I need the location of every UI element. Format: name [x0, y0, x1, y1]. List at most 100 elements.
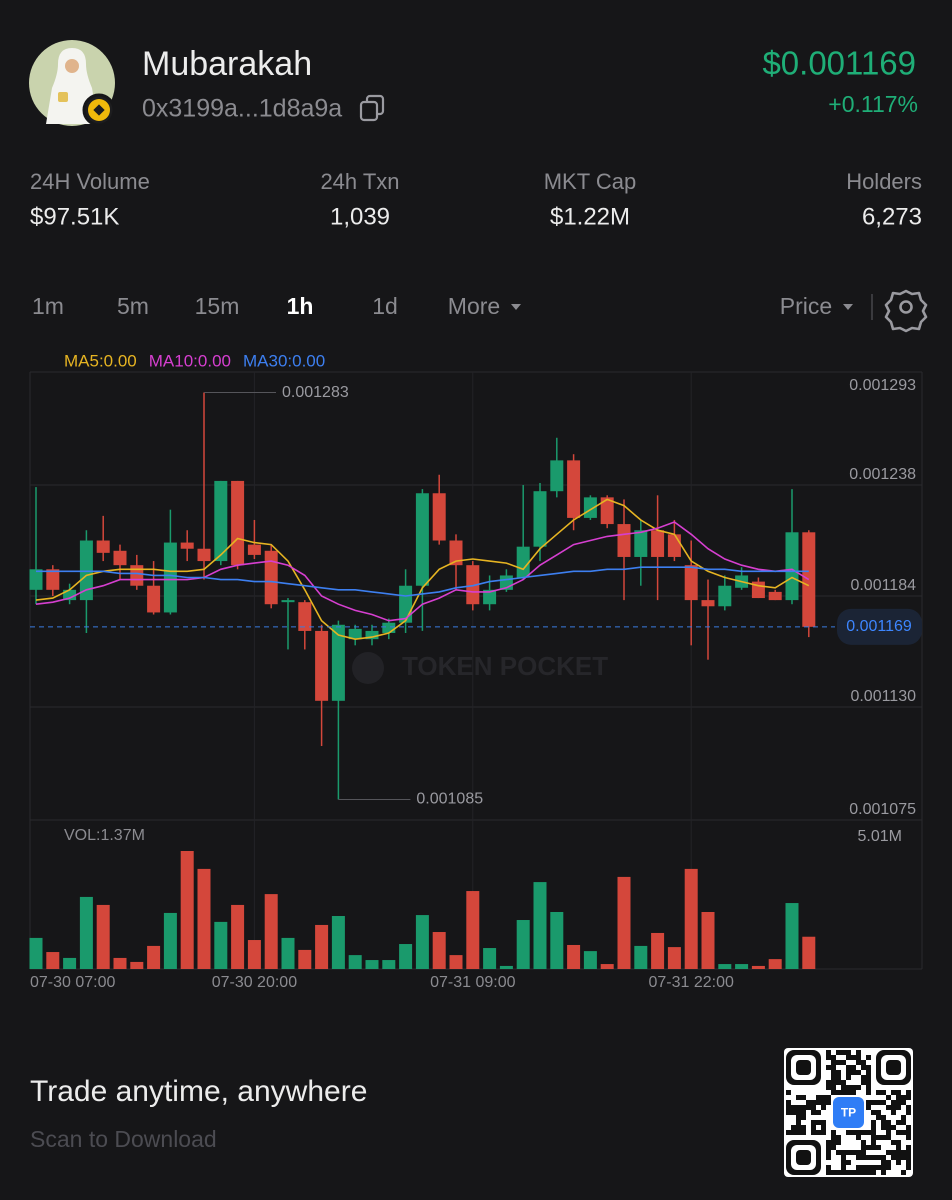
qr-module: [851, 1055, 856, 1060]
candle-body: [147, 585, 161, 613]
qr-module: [861, 1080, 866, 1085]
qr-module: [906, 1135, 911, 1140]
qr-module: [826, 1155, 831, 1160]
volume-bar: [701, 912, 715, 969]
interval-tab-active[interactable]: 1h: [287, 293, 314, 319]
qr-module: [841, 1090, 846, 1095]
qr-module: [836, 1070, 841, 1075]
qr-module: [846, 1160, 851, 1165]
candle-body: [365, 630, 379, 640]
qr-module: [851, 1130, 856, 1135]
qr-module: [871, 1130, 876, 1135]
qr-module: [886, 1130, 891, 1135]
interval-tab[interactable]: 15m: [195, 293, 240, 319]
copy-icon[interactable]: [359, 94, 385, 122]
volume-bar: [735, 964, 749, 969]
qr-badge: [833, 1097, 864, 1128]
qr-module: [896, 1120, 901, 1125]
qr-module: [881, 1115, 886, 1120]
qr-module: [816, 1110, 821, 1115]
qr-module: [861, 1060, 866, 1065]
qr-module: [906, 1130, 911, 1135]
qr-module: [856, 1085, 861, 1090]
qr-module: [826, 1145, 831, 1150]
qr-module: [891, 1090, 896, 1095]
candle-body: [163, 542, 177, 613]
qr-module: [826, 1085, 831, 1090]
candle-body: [600, 497, 614, 525]
qr-module: [816, 1130, 821, 1135]
interval-tab[interactable]: 5m: [117, 293, 149, 319]
volume-bar: [399, 944, 413, 969]
qr-module: [846, 1055, 851, 1060]
qr-module: [906, 1155, 911, 1160]
qr-module: [861, 1165, 866, 1170]
candle-body: [214, 480, 228, 562]
qr-module: [866, 1055, 871, 1060]
volume-tick-label: 5.01M: [858, 828, 902, 845]
interval-tab[interactable]: 1d: [372, 293, 398, 319]
qr-finder: [886, 1060, 901, 1075]
qr-module: [881, 1160, 886, 1165]
qr-module: [856, 1050, 861, 1055]
price-mode[interactable]: Price: [780, 293, 832, 319]
qr-module: [801, 1105, 806, 1110]
interval-tab[interactable]: 1m: [32, 293, 64, 319]
qr-module: [816, 1095, 821, 1100]
volume-bar: [533, 882, 547, 969]
y-tick-label: 0.001293: [849, 377, 916, 394]
qr-module: [906, 1095, 911, 1100]
qr-module: [886, 1120, 891, 1125]
volume-bar: [785, 903, 799, 969]
qr-module: [811, 1100, 816, 1105]
volume-bar: [231, 904, 245, 969]
stat-value: $1.22M: [550, 203, 630, 230]
qr-module: [901, 1095, 906, 1100]
stat-label: Holders: [846, 169, 922, 194]
candle-body: [617, 524, 631, 557]
qr-module: [906, 1110, 911, 1115]
current-price-label: 0.001169: [846, 618, 912, 635]
qr-module: [896, 1130, 901, 1135]
candle-body: [298, 602, 312, 631]
qr-module: [796, 1095, 801, 1100]
qr-module: [861, 1130, 866, 1135]
volume-bar: [130, 961, 144, 969]
qr-module: [856, 1165, 861, 1170]
volume-bar: [667, 947, 681, 969]
qr-module: [881, 1100, 886, 1105]
qr-module: [866, 1165, 871, 1170]
qr-module: [901, 1130, 906, 1135]
qr-module: [821, 1130, 826, 1135]
qr-module: [881, 1170, 886, 1175]
settings-icon[interactable]: [884, 289, 928, 333]
volume-bar: [768, 959, 782, 969]
qr-module: [826, 1170, 831, 1175]
qr-module: [866, 1100, 871, 1105]
qr-module: [906, 1125, 911, 1130]
qr-module: [831, 1055, 836, 1060]
qr-module: [841, 1155, 846, 1160]
qr-module: [856, 1135, 861, 1140]
volume-bar: [79, 896, 93, 969]
candle-body: [247, 544, 261, 555]
qr-module: [851, 1090, 856, 1095]
volume-bar: [718, 964, 732, 969]
candle-body: [684, 565, 698, 601]
stat-value: 1,039: [330, 203, 390, 230]
qr-module: [796, 1115, 801, 1120]
ma-line: [36, 566, 809, 597]
candle-body: [768, 591, 782, 601]
candle-body: [567, 460, 581, 518]
qr-module: [851, 1085, 856, 1090]
qr-module: [846, 1170, 851, 1175]
volume-bar: [499, 965, 513, 969]
volume-bar: [96, 904, 110, 969]
qr-module: [871, 1165, 876, 1170]
more-tab[interactable]: More: [448, 293, 500, 319]
volume-label: VOL:1.37M: [64, 827, 145, 844]
qr-module: [846, 1150, 851, 1155]
qr-module: [861, 1065, 866, 1070]
qr-module: [896, 1140, 901, 1145]
